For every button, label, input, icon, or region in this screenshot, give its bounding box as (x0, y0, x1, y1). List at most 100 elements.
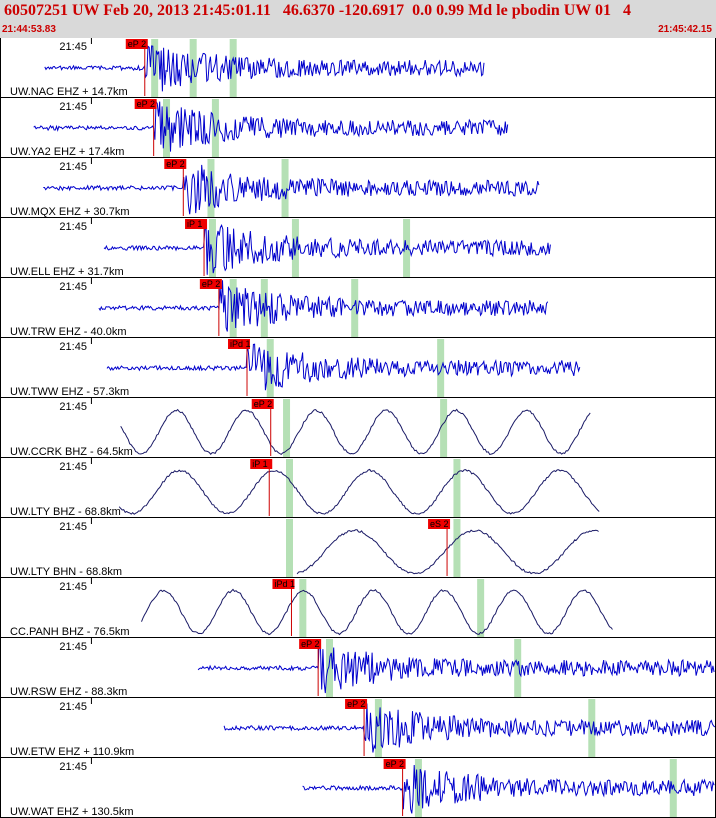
minute-tick-label: 21:45 (59, 281, 87, 293)
analysis-window (374, 699, 382, 757)
pick-flag (125, 39, 148, 49)
waveform (120, 408, 591, 456)
pick-flag (272, 579, 295, 589)
pick-label: iPd 1 (274, 579, 295, 589)
station-label: UW.RSW EHZ - 88.3km (10, 686, 127, 698)
waveform (296, 529, 599, 575)
analysis-window (440, 399, 448, 457)
window-start-time: 21:44:53.83 (2, 24, 56, 35)
analysis-window (299, 579, 307, 637)
pick-label: iPd 1 (230, 339, 251, 349)
minute-tick-label: 21:45 (59, 221, 87, 233)
analysis-window (151, 39, 159, 97)
minute-tick-label: 21:45 (59, 161, 87, 173)
analysis-window (283, 399, 291, 457)
station-label: UW.MQX EHZ + 30.7km (10, 206, 130, 218)
analysis-window (453, 459, 461, 517)
pick-flag (428, 519, 451, 529)
analysis-window (211, 99, 219, 157)
waveform (197, 639, 715, 694)
minute-tick-label: 21:45 (59, 41, 87, 53)
minute-tick-label: 21:45 (59, 641, 87, 653)
analysis-window (477, 579, 485, 637)
analysis-window (437, 339, 445, 397)
pick-label: iP 1 (252, 459, 267, 469)
minute-tick-label: 21:45 (59, 461, 87, 473)
trace-row: eP 2 21:45 UW.YA2 EHZ + 17.4km (0, 98, 716, 158)
analysis-window (260, 279, 268, 337)
pick-label: eP 2 (137, 99, 155, 109)
pick-label: eP 2 (347, 699, 365, 709)
analysis-window (514, 639, 522, 697)
station-label: UW.LTY BHN - 68.8km (10, 566, 122, 578)
pick-flag (251, 399, 274, 409)
trace-row: eS 2 21:45 UW.LTY BHN - 68.8km (0, 518, 716, 578)
waveform (44, 45, 485, 92)
analysis-window (229, 39, 237, 97)
station-label: UW.WAT EHZ + 130.5km (10, 806, 134, 818)
waveform (98, 280, 549, 332)
window-end-time: 21:45:42.15 (658, 24, 712, 35)
station-label: UW.ELL EHZ + 31.7km (10, 266, 124, 278)
pick-flag (299, 639, 322, 649)
trace-row: iP 1 21:45 UW.ELL EHZ + 31.7km (0, 218, 716, 278)
trace-row: eP 2 21:45 UW.RSW EHZ - 88.3km (0, 638, 716, 698)
analysis-window (281, 159, 289, 217)
waveform (43, 164, 540, 215)
waveform (106, 343, 581, 391)
trace-row: iPd 1 21:45 UW.TWW EHZ - 57.3km (0, 338, 716, 398)
station-label: UW.LTY BHZ - 68.8km (10, 506, 121, 518)
waveform (223, 703, 716, 753)
minute-tick-label: 21:45 (59, 521, 87, 533)
waveform (302, 764, 715, 814)
pick-flag (345, 699, 368, 709)
pick-flag (228, 339, 251, 349)
minute-tick-label: 21:45 (59, 101, 87, 113)
station-label: CC.PANH BHZ - 76.5km (10, 626, 130, 638)
pick-label: eP 2 (386, 759, 404, 769)
analysis-window (414, 759, 422, 817)
trace-row: eP 2 21:45 UW.MQX EHZ + 30.7km (0, 158, 716, 218)
waveform (141, 588, 613, 636)
trace-row: eP 2 21:45 UW.CCRK BHZ - 64.5km (0, 398, 716, 458)
analysis-window (286, 459, 294, 517)
trace-row: iPd 1 21:45 CC.PANH BHZ - 76.5km (0, 578, 716, 638)
pick-flag (383, 759, 406, 769)
waveform (103, 223, 551, 275)
pick-flag (134, 99, 157, 109)
minute-tick-label: 21:45 (59, 401, 87, 413)
event-header: 60507251 UW Feb 20, 2013 21:45:01.11 46.… (0, 0, 716, 38)
analysis-window (326, 639, 334, 697)
analysis-window (453, 519, 461, 577)
minute-tick-label: 21:45 (59, 701, 87, 713)
station-label: UW.CCRK BHZ - 64.5km (10, 446, 133, 458)
analysis-window (286, 519, 294, 577)
pick-label: eS 2 (430, 519, 449, 529)
analysis-window (588, 699, 596, 757)
pick-label: eP 2 (202, 279, 220, 289)
trace-row: eP 2 21:45 UW.NAC EHZ + 14.7km (0, 38, 716, 98)
analysis-window (208, 219, 216, 277)
minute-tick-label: 21:45 (59, 341, 87, 353)
minute-tick-label: 21:45 (59, 761, 87, 773)
station-label: UW.YA2 EHZ + 17.4km (10, 146, 124, 158)
station-label: UW.ETW EHZ + 110.9km (10, 746, 134, 758)
waveform (33, 99, 509, 152)
minute-tick-label: 21:45 (59, 581, 87, 593)
analysis-window (669, 759, 677, 817)
trace-row: eP 2 21:45 UW.TRW EHZ - 40.0km (0, 278, 716, 338)
analysis-window (351, 279, 359, 337)
pick-flag (199, 279, 222, 289)
event-title: 60507251 UW Feb 20, 2013 21:45:01.11 46.… (4, 2, 631, 19)
station-label: UW.NAC EHZ + 14.7km (10, 86, 128, 98)
seismogram-panel[interactable]: eP 2 21:45 UW.NAC EHZ + 14.7km eP 2 21:45 UW.… (0, 38, 716, 818)
trace-row: iP 1 21:45 UW.LTY BHZ - 68.8km (0, 458, 716, 518)
pick-flag (164, 159, 187, 169)
trace-row: eP 2 21:45 UW.ETW EHZ + 110.9km (0, 698, 716, 758)
pick-label: eP 2 (166, 159, 184, 169)
pick-label: iP 1 (187, 219, 202, 229)
waveform (118, 468, 600, 515)
trace-row: eP 2 21:45 UW.WAT EHZ + 130.5km (0, 758, 716, 818)
station-label: UW.TWW EHZ - 57.3km (10, 386, 129, 398)
station-label: UW.TRW EHZ - 40.0km (10, 326, 127, 338)
